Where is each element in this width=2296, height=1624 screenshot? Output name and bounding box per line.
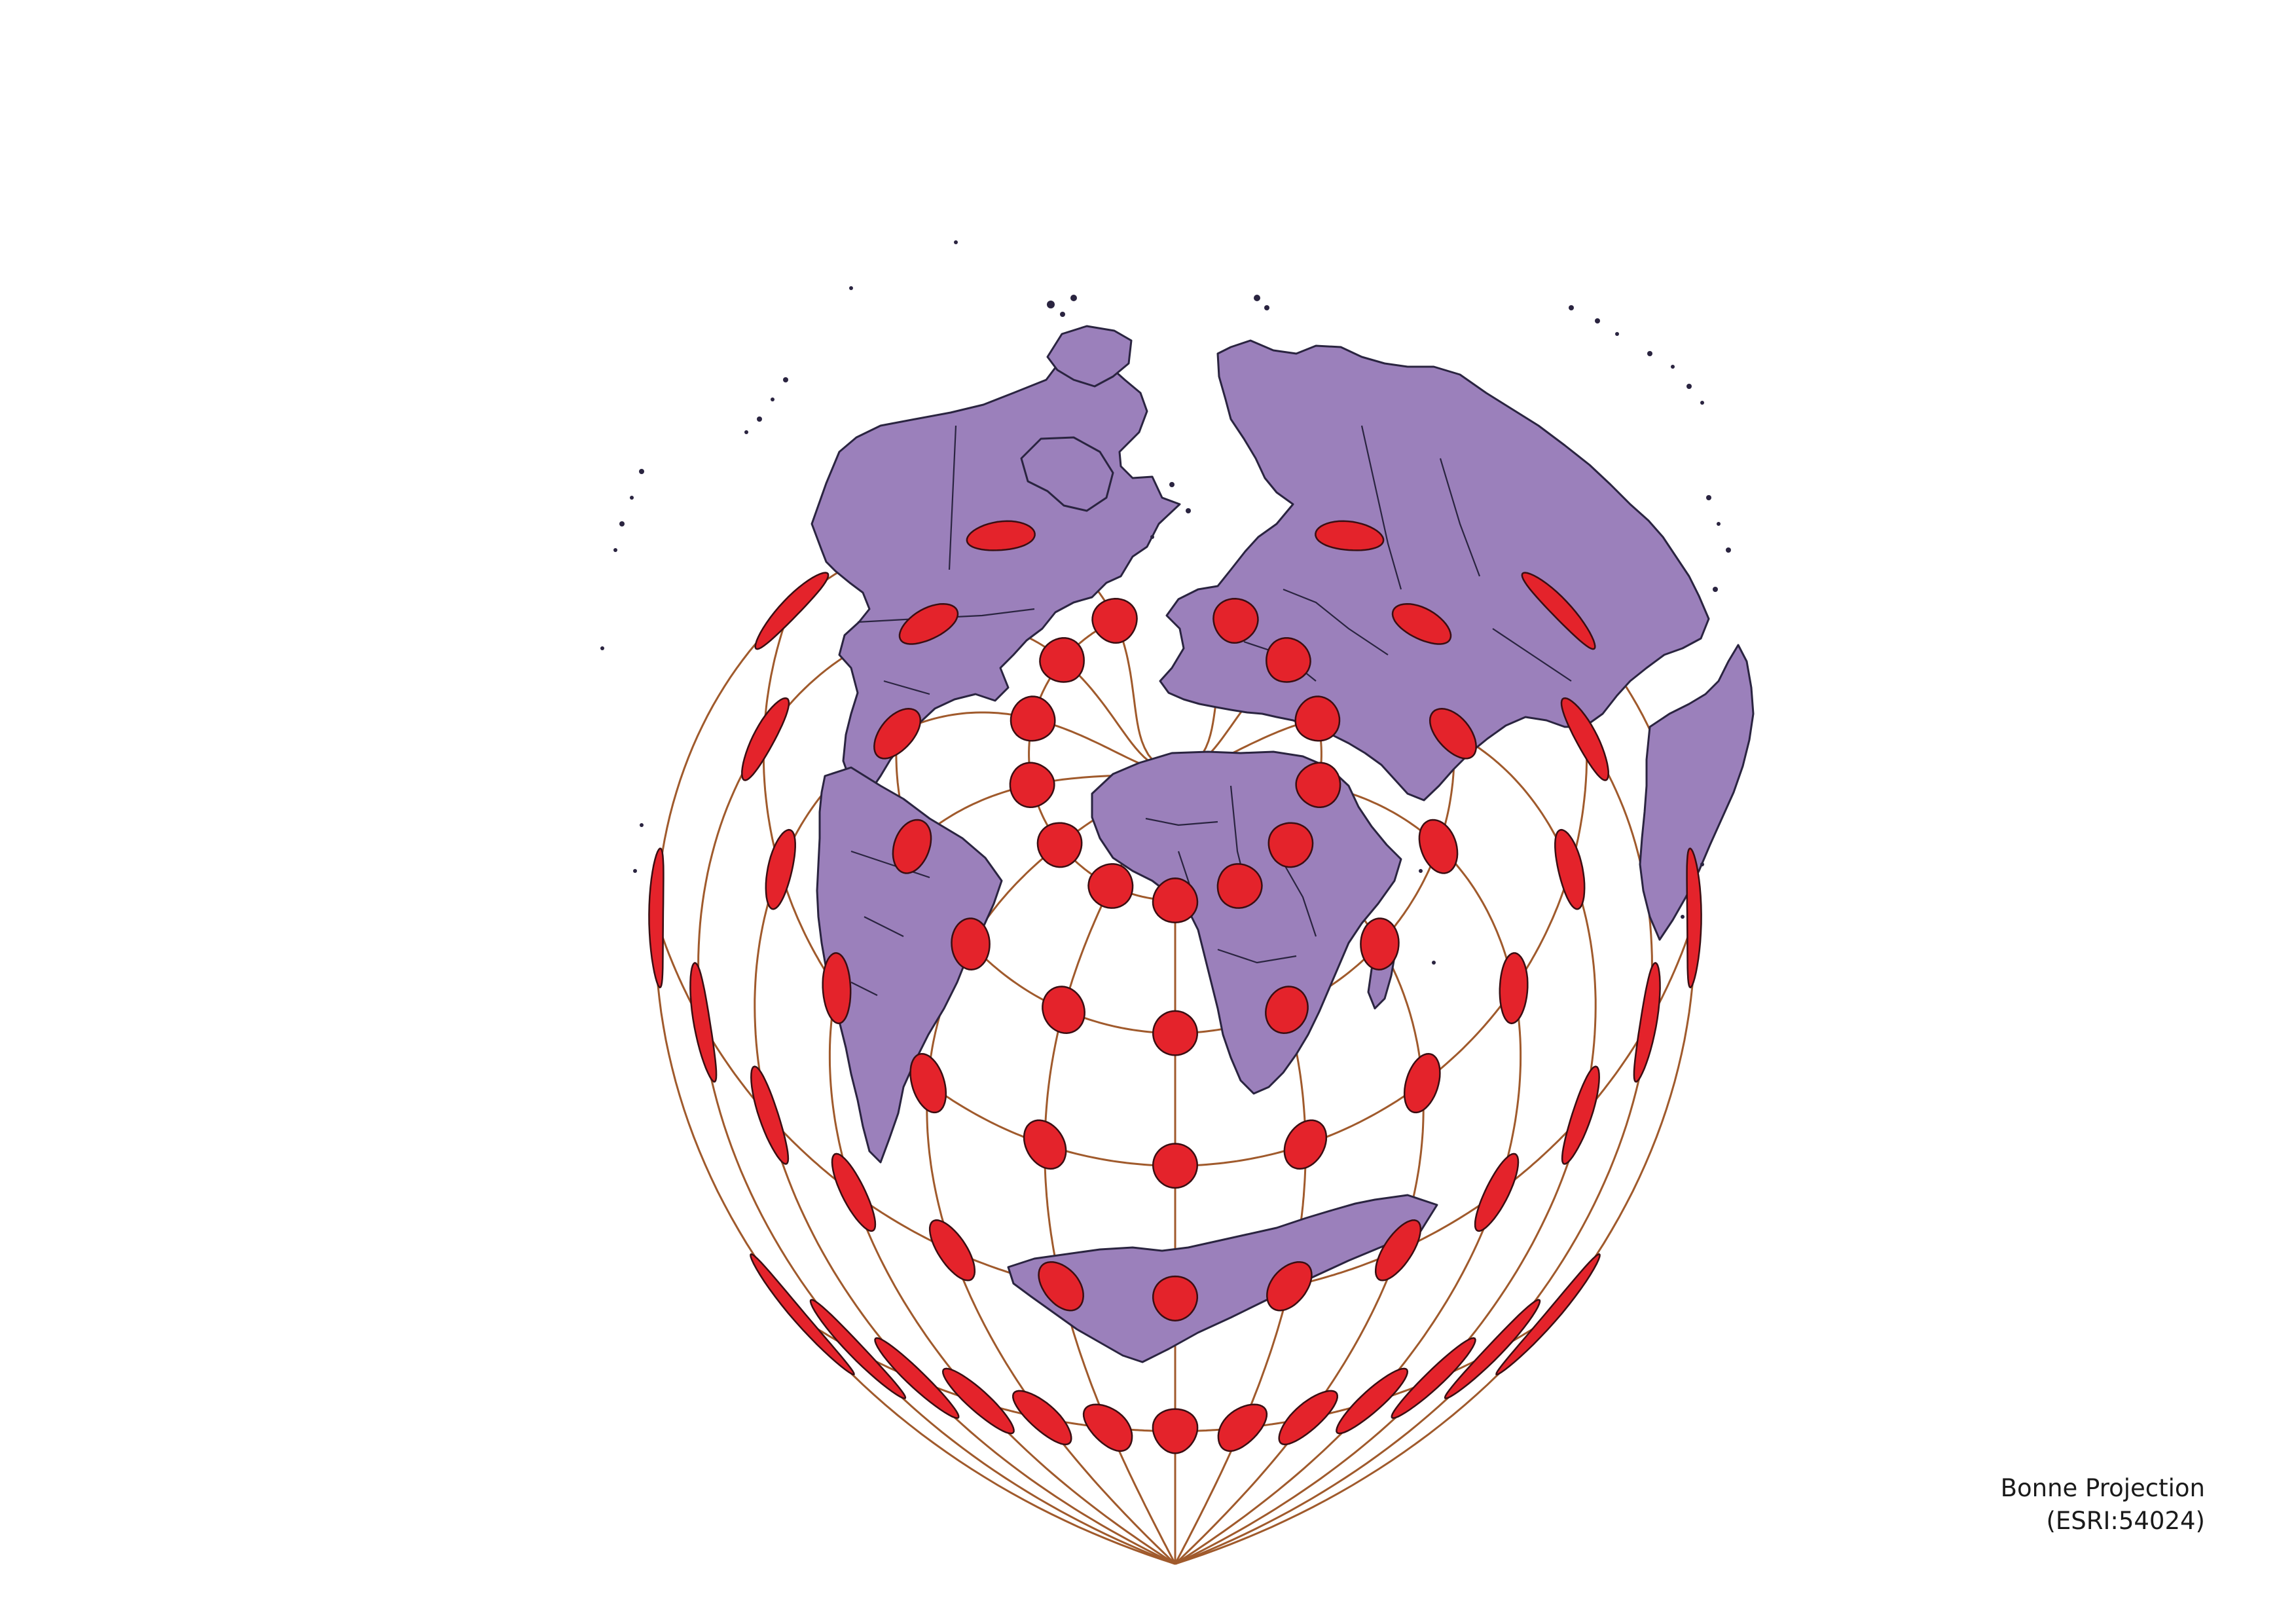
north-america <box>811 352 1181 794</box>
greenland <box>1046 325 1133 388</box>
tissot-ellipse <box>941 1367 1015 1435</box>
tissot-indicatrix-layer <box>648 520 1702 1454</box>
tissot-ellipse <box>1091 598 1138 644</box>
tissot-ellipse <box>809 1299 907 1399</box>
tissot-ellipse <box>648 847 665 989</box>
tissot-ellipse <box>1217 1403 1268 1452</box>
landmass-layer <box>600 240 1755 1363</box>
east-asia-arc <box>1639 644 1755 941</box>
tissot-ellipse <box>874 1337 960 1419</box>
tissot-ellipse <box>1087 863 1134 909</box>
tissot-ellipse <box>1009 762 1055 809</box>
africa-internal-borders <box>1145 785 1317 964</box>
tissot-ellipse <box>689 962 718 1083</box>
antarctica <box>1007 1194 1438 1363</box>
tissot-ellipse <box>831 1153 877 1232</box>
tissot-ellipse <box>1023 1119 1067 1170</box>
tissot-ellipse <box>750 1253 855 1376</box>
tissot-ellipse <box>1444 1299 1541 1399</box>
projection-caption: Bonne Projection (ESRI:54024) <box>2001 1472 2205 1538</box>
tissot-ellipse <box>1429 708 1477 760</box>
tissot-ellipse <box>909 1052 947 1114</box>
tissot-ellipse <box>1216 863 1263 909</box>
tissot-ellipse <box>1295 762 1341 809</box>
tissot-ellipse <box>1152 1010 1198 1056</box>
projection-name: Bonne Projection <box>2000 1474 2205 1502</box>
tissot-ellipse <box>1278 1390 1338 1446</box>
tissot-ellipse <box>1495 1253 1601 1376</box>
projection-code: (ESRI:54024) <box>2046 1507 2205 1535</box>
tissot-ellipse <box>1560 697 1609 781</box>
tissot-ellipse <box>1633 962 1661 1083</box>
tissot-ellipse <box>1521 572 1596 650</box>
tissot-ellipse <box>1042 986 1085 1034</box>
tissot-ellipse <box>1294 695 1341 742</box>
tissot-ellipse <box>1152 877 1199 924</box>
tissot-ellipse <box>741 697 790 781</box>
tissot-ellipse <box>1391 1337 1476 1419</box>
tissot-ellipse <box>1554 828 1586 910</box>
tissot-ellipse <box>1474 1153 1520 1232</box>
tissot-ellipse <box>1152 1143 1199 1189</box>
arctic-islands <box>600 240 1731 965</box>
tissot-ellipse <box>1403 1052 1441 1114</box>
eurasia <box>1159 339 1710 802</box>
tissot-ellipse <box>1336 1367 1409 1435</box>
tissot-ellipse <box>1391 602 1452 645</box>
south-america <box>816 766 1003 1164</box>
tissot-ellipse <box>754 572 829 650</box>
tissot-ellipse <box>951 917 991 970</box>
tissot-ellipse <box>750 1065 790 1165</box>
tissot-ellipse <box>1012 1390 1072 1446</box>
tissot-ellipse <box>892 819 932 874</box>
tissot-ellipse <box>1036 822 1083 868</box>
eurasia-internal-borders <box>1243 425 1572 682</box>
tissot-ellipse <box>1152 1275 1199 1321</box>
tissot-ellipse <box>1266 1261 1313 1312</box>
tissot-ellipse <box>1561 1065 1600 1165</box>
tissot-ellipse <box>1499 952 1529 1025</box>
tissot-ellipse <box>1265 986 1309 1034</box>
tissot-ellipse <box>1686 847 1702 989</box>
tissot-ellipse <box>1267 822 1314 868</box>
tissot-ellipse <box>928 1219 976 1282</box>
tissot-ellipse <box>1360 917 1400 970</box>
tissot-ellipse <box>873 708 922 760</box>
tissot-ellipse <box>1266 637 1311 683</box>
africa <box>1091 750 1402 1095</box>
tissot-ellipse <box>1010 695 1056 742</box>
tissot-ellipse <box>765 828 796 910</box>
south-america-internal-borders <box>850 850 930 996</box>
tissot-ellipse <box>966 520 1036 551</box>
tissot-ellipse <box>1315 520 1385 551</box>
tissot-ellipse <box>898 602 959 645</box>
tissot-ellipse <box>1039 637 1085 683</box>
tissot-ellipse <box>1283 1119 1328 1170</box>
tissot-ellipse <box>1374 1219 1422 1282</box>
tissot-ellipse <box>1082 1403 1133 1452</box>
tissot-ellipse <box>822 952 852 1025</box>
tissot-ellipse <box>1418 819 1459 874</box>
tissot-ellipse <box>1152 1408 1199 1454</box>
tissot-ellipse <box>1038 1261 1084 1312</box>
baffin-island <box>1020 436 1114 512</box>
tissot-ellipse <box>1212 598 1259 644</box>
